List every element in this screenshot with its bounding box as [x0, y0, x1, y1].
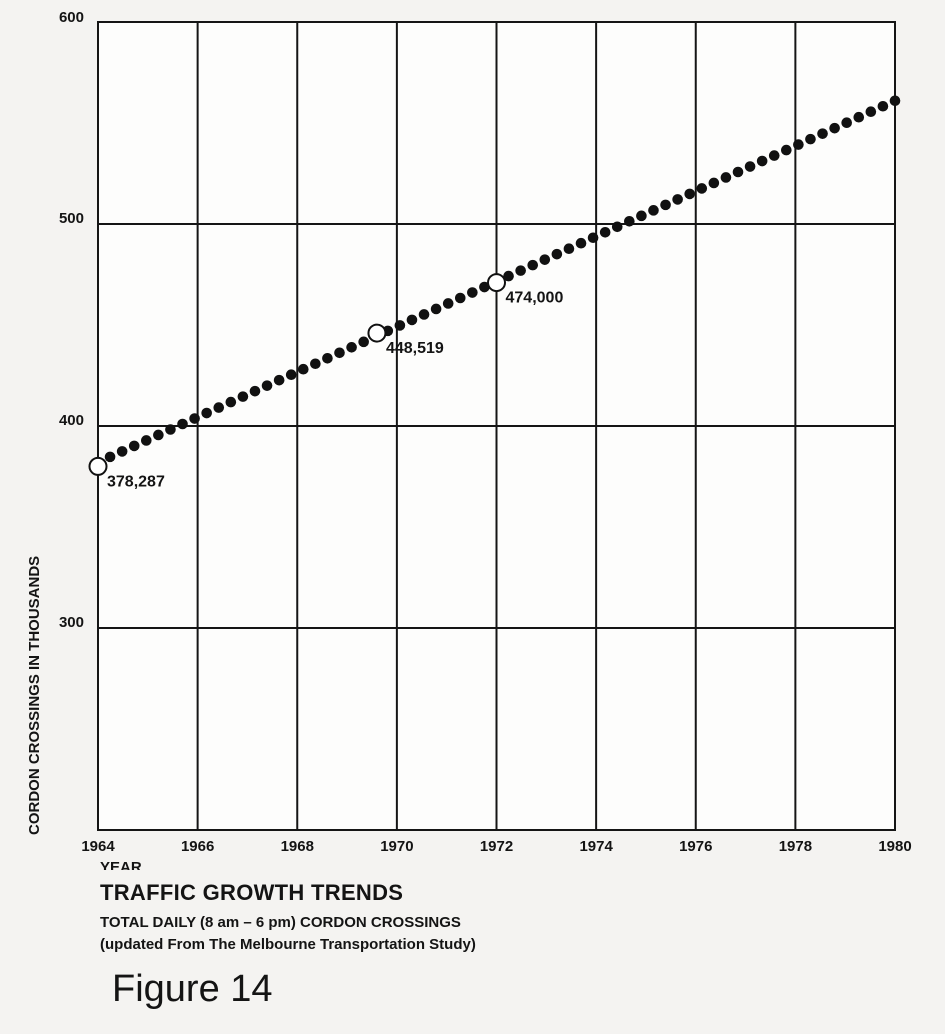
trend-dot [817, 128, 828, 139]
trend-dot [829, 122, 840, 134]
trend-dot [479, 281, 490, 293]
trend-dot [442, 298, 454, 309]
trend-dot [454, 292, 466, 304]
x-tick-label: 1966 [181, 838, 214, 855]
x-tick-label: 1968 [281, 838, 314, 855]
trend-dot [430, 303, 442, 315]
trend-dot [865, 106, 877, 118]
trend-dot [768, 150, 780, 161]
x-tick-label: 1970 [380, 838, 413, 855]
chart-title: TRAFFIC GROWTH TRENDS [100, 880, 404, 905]
trend-dot [744, 161, 756, 172]
trend-dot [141, 435, 152, 446]
trend-dot [213, 402, 225, 413]
trend-dot [660, 199, 671, 211]
trend-dot [104, 451, 116, 463]
axis-ticks: 1964 1966 1968 1970 1972 1974 1976 1978 1980 300 4… [59, 9, 912, 855]
trend-dot [503, 270, 514, 282]
trend-dot [648, 205, 659, 216]
trend-dot [551, 248, 563, 260]
y-tick-label: 500 [59, 210, 84, 227]
chart-grid [97, 21, 896, 831]
figure-label: Figure 14 [112, 968, 273, 1010]
data-point-marker [487, 273, 506, 293]
y-tick-label: 400 [59, 412, 84, 429]
trend-dot [346, 342, 357, 353]
trend-dot [189, 413, 200, 424]
chart-subtitle-line-1: TOTAL DAILY (8 am – 6 pm) CORDON CROSSIN… [100, 914, 461, 931]
trend-dot [672, 194, 683, 205]
trend-dot [297, 363, 309, 375]
trend-dot [587, 232, 599, 244]
y-tick-label: 600 [59, 9, 84, 26]
trend-dot [128, 440, 140, 452]
data-label: 378,287 [107, 473, 165, 490]
data-label: 448,519 [386, 340, 444, 357]
x-tick-label: 1974 [579, 838, 613, 855]
trend-dot [177, 418, 188, 430]
trend-dot [889, 95, 901, 107]
trend-dot [720, 172, 732, 183]
trend-dot [406, 314, 418, 326]
data-point-marker [367, 323, 387, 343]
trend-dot [781, 144, 792, 156]
trend-dot [636, 210, 647, 222]
trend-dot [334, 347, 345, 359]
x-tick-label: 1972 [480, 838, 513, 855]
trend-dot [611, 221, 623, 233]
data-label: 474,000 [506, 290, 564, 307]
x-tick-label: 1978 [779, 838, 812, 855]
x-tick-label: 1980 [878, 838, 911, 855]
trend-dot [249, 385, 261, 397]
trend-dot [805, 133, 816, 145]
trend-dot [467, 287, 478, 298]
trend-dot [877, 100, 889, 112]
trend-dot [322, 352, 333, 364]
trend-dot [575, 237, 587, 249]
trend-dot [684, 188, 696, 200]
trend-dot [756, 155, 768, 167]
x-tick-label: 1976 [679, 838, 712, 855]
y-tick-label: 300 [59, 614, 84, 631]
x-tick-label: 1964 [81, 838, 115, 855]
x-axis-label: YEAR [100, 859, 142, 870]
data-point-marker [88, 456, 108, 476]
trend-dot [563, 243, 575, 254]
trend-dot [732, 166, 744, 178]
trend-dot [394, 320, 406, 331]
trend-dot [539, 254, 551, 265]
trend-dot [358, 336, 369, 348]
trend-dot [708, 177, 720, 189]
trend-dot [273, 374, 285, 386]
y-axis-label: CORDON CROSSINGS IN THOUSANDS [26, 556, 43, 835]
trend-dot [624, 216, 635, 227]
trend-dot [599, 226, 611, 238]
trend-dot [418, 309, 430, 320]
trend-dot [237, 391, 249, 402]
chart-subtitle-line-2: (updated From The Melbourne Transportati… [100, 936, 476, 953]
trend-dot [285, 369, 297, 381]
trend-dot [793, 139, 804, 150]
trend-dot [225, 396, 237, 408]
trend-dot [153, 429, 164, 441]
line-chart: 1964 1966 1968 1970 1972 1974 1976 1978 1980 300 4… [26, 9, 912, 870]
trend-dot [696, 183, 708, 194]
trend-dot [165, 424, 176, 435]
trend-dot [841, 117, 852, 128]
trend-dot [527, 259, 539, 271]
trend-dot [201, 407, 212, 419]
trend-dot [515, 265, 526, 276]
trend-dot [261, 380, 273, 391]
annotations: 378,287 448,519 474,000 [88, 273, 564, 490]
trend-dot [116, 446, 128, 457]
trend-dot [853, 111, 865, 123]
trend-dot [310, 358, 321, 370]
